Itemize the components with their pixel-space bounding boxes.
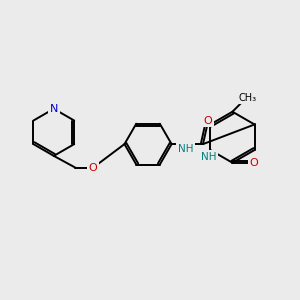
Text: O: O: [250, 158, 258, 168]
Text: N: N: [50, 104, 58, 114]
Text: CH₃: CH₃: [238, 93, 256, 103]
Text: O: O: [203, 116, 212, 126]
Text: NH: NH: [178, 144, 193, 154]
Text: O: O: [89, 163, 98, 173]
Text: NH: NH: [201, 152, 216, 162]
